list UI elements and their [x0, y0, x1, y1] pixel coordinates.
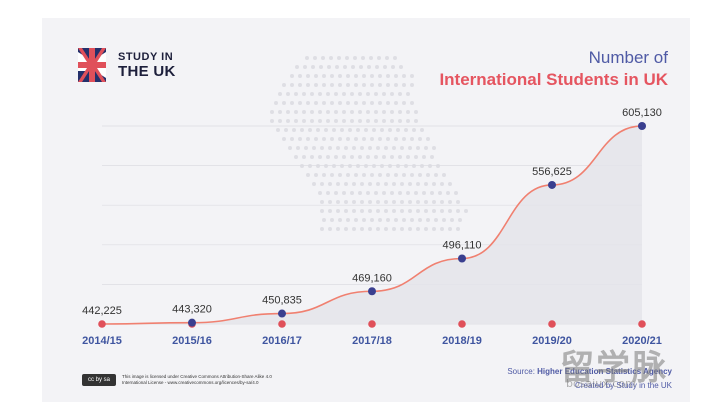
- axis-marker: [458, 320, 466, 328]
- source-block: Source: Higher Education Statistics Agen…: [507, 365, 672, 393]
- chart-title: Number of International Students in UK: [439, 48, 668, 90]
- brand-line2: THE UK: [118, 62, 176, 80]
- data-label: 605,130: [622, 107, 662, 119]
- tick-label: 2017/18: [352, 335, 392, 347]
- data-point: [458, 254, 466, 263]
- axis-marker: [278, 320, 286, 328]
- axis-marker: [368, 320, 376, 328]
- brand-line1: STUDY IN: [118, 50, 174, 63]
- area-chart: 442,225 2014/15 443,320 2015/16 450,835 2016/…: [82, 56, 662, 347]
- license-line2: International License - www.creativecomm…: [122, 380, 259, 385]
- tick-label: 2020/21: [622, 335, 662, 347]
- cc-license-icon: cc by sa: [82, 374, 116, 386]
- license-line1: This image is licensed under Creative Co…: [122, 374, 272, 379]
- created-by: Created by Study in the UK: [575, 381, 672, 390]
- chart-card: STUDY IN THE UK Number of International …: [42, 18, 690, 402]
- source-name: Higher Education Statistics Agency: [537, 367, 672, 376]
- watermark-logo: 留学脉: [560, 348, 668, 388]
- data-point: [368, 287, 376, 296]
- axis-marker: [548, 320, 556, 328]
- tick-label: 2018/19: [442, 335, 482, 347]
- data-point: [548, 180, 556, 189]
- data-point: [278, 309, 286, 318]
- tick-label: 2019/20: [532, 335, 572, 347]
- brand-logo: STUDY IN THE UK: [78, 48, 176, 82]
- chart-title-line2: International Students in UK: [439, 70, 668, 89]
- area-fill: [102, 126, 642, 324]
- data-label: 556,625: [532, 166, 572, 178]
- data-label: 443,320: [172, 304, 212, 316]
- data-label: 450,835: [262, 295, 302, 307]
- data-label: 496,110: [443, 240, 482, 252]
- tick-label: 2015/16: [172, 335, 212, 347]
- chart-title-line1: Number of: [588, 48, 668, 67]
- license-block: cc by sa This image is licensed under Cr…: [82, 374, 272, 386]
- axis-marker: [638, 320, 646, 328]
- data-label: 469,160: [352, 272, 392, 284]
- tick-label: 2014/15: [82, 335, 122, 347]
- tick-label: 2016/17: [262, 335, 302, 347]
- axis-marker: [98, 320, 106, 328]
- uk-flag-icon: [78, 48, 106, 82]
- series-line: [101, 125, 643, 325]
- data-point: [188, 318, 196, 327]
- watermark-sub: bosaiux.com: [566, 377, 636, 390]
- source-prefix: Source:: [507, 367, 535, 376]
- data-point: [638, 122, 646, 130]
- data-label: 442,225: [82, 305, 122, 317]
- uk-map-dots: [270, 56, 468, 231]
